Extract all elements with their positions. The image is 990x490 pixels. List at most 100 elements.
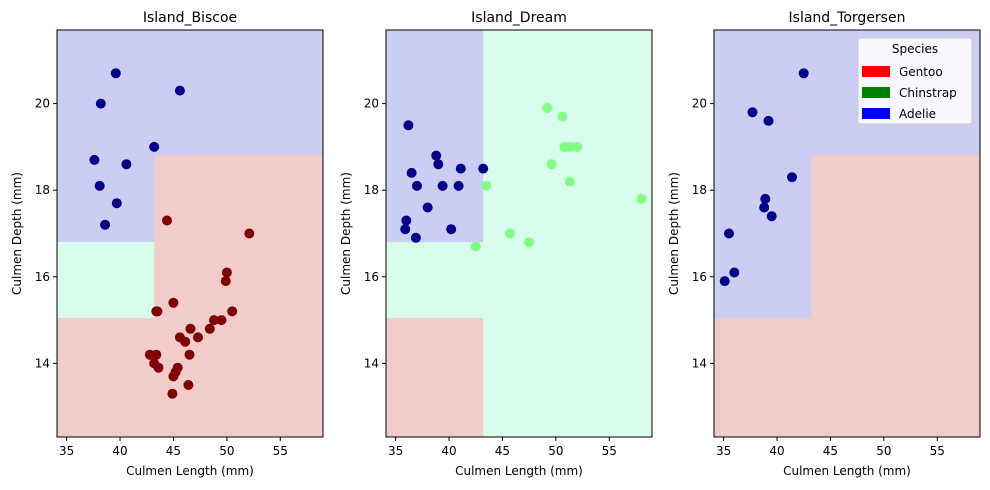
legend-label-adelie: Adelie	[899, 107, 936, 121]
point-adelie	[766, 211, 777, 222]
point-chinstrap	[564, 176, 575, 187]
legend: Species Gentoo Chinstrap Adelie	[857, 37, 973, 125]
axes-frame	[385, 29, 653, 438]
point-adelie	[446, 224, 457, 235]
legend-label-chinstrap: Chinstrap	[899, 86, 957, 100]
y-tick-label: 18	[364, 183, 379, 197]
x-tick-label: 55	[930, 444, 945, 458]
y-axis-label: Culmen Depth (mm)	[10, 172, 24, 295]
subplot-2: 35 40 45 50 55 14 16 18 20 Island_Dream Culmen Len…	[339, 10, 653, 478]
point-adelie	[798, 68, 809, 79]
point-chinstrap	[546, 159, 557, 170]
point-adelie	[174, 85, 185, 96]
x-tick-label: 55	[273, 444, 288, 458]
point-adelie	[433, 159, 444, 170]
point-chinstrap	[504, 228, 515, 239]
point-adelie	[760, 193, 771, 204]
subplot-3: 35 40 45 50 55 14 16 18 20 Island_Torgersen Culmen…	[667, 10, 981, 478]
point-adelie	[412, 180, 422, 191]
x-tick-label: 35	[59, 444, 74, 458]
legend-title: Species	[892, 42, 938, 56]
x-tick-label: 50	[219, 444, 234, 458]
x-tick-label: 35	[388, 444, 403, 458]
x-tick-label: 40	[112, 444, 127, 458]
point-gentoo	[216, 315, 227, 326]
point-gentoo	[183, 380, 194, 390]
point-adelie	[455, 163, 466, 174]
point-chinstrap	[572, 141, 583, 152]
point-gentoo	[244, 228, 255, 239]
point-adelie	[410, 232, 421, 243]
point-adelie	[719, 276, 730, 287]
x-axis-label: Culmen Length (mm)	[455, 464, 583, 478]
x-tick-label: 45	[166, 444, 181, 458]
point-gentoo	[162, 215, 172, 226]
y-tick-label: 14	[692, 356, 707, 370]
point-chinstrap	[481, 180, 492, 191]
point-adelie	[763, 115, 774, 126]
point-adelie	[759, 202, 770, 213]
point-gentoo	[193, 332, 203, 343]
point-adelie	[121, 159, 132, 170]
x-axis-label: Culmen Length (mm)	[783, 464, 911, 478]
point-adelie	[403, 120, 414, 131]
point-gentoo	[220, 276, 231, 287]
point-gentoo	[153, 362, 164, 373]
x-tick-label: 40	[769, 444, 784, 458]
point-gentoo	[152, 306, 163, 317]
y-axis-label: Culmen Depth (mm)	[339, 172, 353, 295]
x-tick-label: 50	[548, 444, 563, 458]
point-adelie	[747, 107, 758, 118]
legend-swatch-chinstrap	[862, 87, 890, 98]
point-gentoo	[185, 323, 196, 334]
point-adelie	[110, 68, 121, 79]
legend-label-gentoo: Gentoo	[899, 65, 943, 79]
legend-swatch-adelie	[862, 108, 890, 119]
point-adelie	[724, 228, 734, 239]
y-tick-label: 14	[364, 356, 379, 370]
y-tick-label: 16	[364, 270, 379, 284]
point-gentoo	[227, 306, 238, 317]
y-tick-label: 16	[692, 270, 707, 284]
point-gentoo	[221, 267, 232, 278]
point-gentoo	[184, 349, 195, 360]
legend-swatch-gentoo	[862, 66, 890, 77]
point-adelie	[89, 154, 100, 165]
point-adelie	[100, 219, 111, 230]
point-chinstrap	[557, 111, 568, 122]
point-gentoo	[168, 371, 179, 382]
region-gentoo	[386, 317, 484, 437]
point-adelie	[437, 180, 448, 191]
y-tick-label: 20	[364, 97, 379, 111]
point-adelie	[401, 215, 412, 226]
point-chinstrap	[542, 102, 553, 113]
x-tick-label: 50	[876, 444, 891, 458]
region-gentoo	[714, 317, 812, 437]
point-adelie	[111, 198, 122, 209]
region-gentoo	[57, 317, 155, 437]
point-adelie	[406, 167, 417, 178]
x-tick-label: 35	[716, 444, 731, 458]
point-gentoo	[209, 315, 219, 326]
point-chinstrap	[524, 237, 535, 248]
point-adelie	[787, 172, 797, 183]
region-gentoo	[811, 155, 980, 437]
x-tick-label: 40	[441, 444, 456, 458]
point-adelie	[453, 180, 464, 191]
x-axis-label: Culmen Length (mm)	[126, 464, 254, 478]
y-tick-label: 20	[692, 97, 707, 111]
subplot-title: Island_Biscoe	[143, 10, 237, 26]
legend-box	[857, 37, 973, 125]
region-chinstrap	[57, 242, 155, 318]
point-adelie	[94, 180, 105, 191]
subplot-1: 35 40 45 50 55 14 16 18 20 Island_Biscoe Culmen Le…	[10, 10, 324, 478]
subplot-title: Island_Torgersen	[789, 10, 906, 26]
point-adelie	[431, 150, 442, 161]
y-tick-label: 14	[35, 356, 50, 370]
point-adelie	[478, 163, 489, 174]
region-adelie	[386, 30, 484, 243]
point-adelie	[149, 141, 160, 152]
point-adelie	[422, 202, 433, 213]
point-gentoo	[180, 336, 191, 347]
